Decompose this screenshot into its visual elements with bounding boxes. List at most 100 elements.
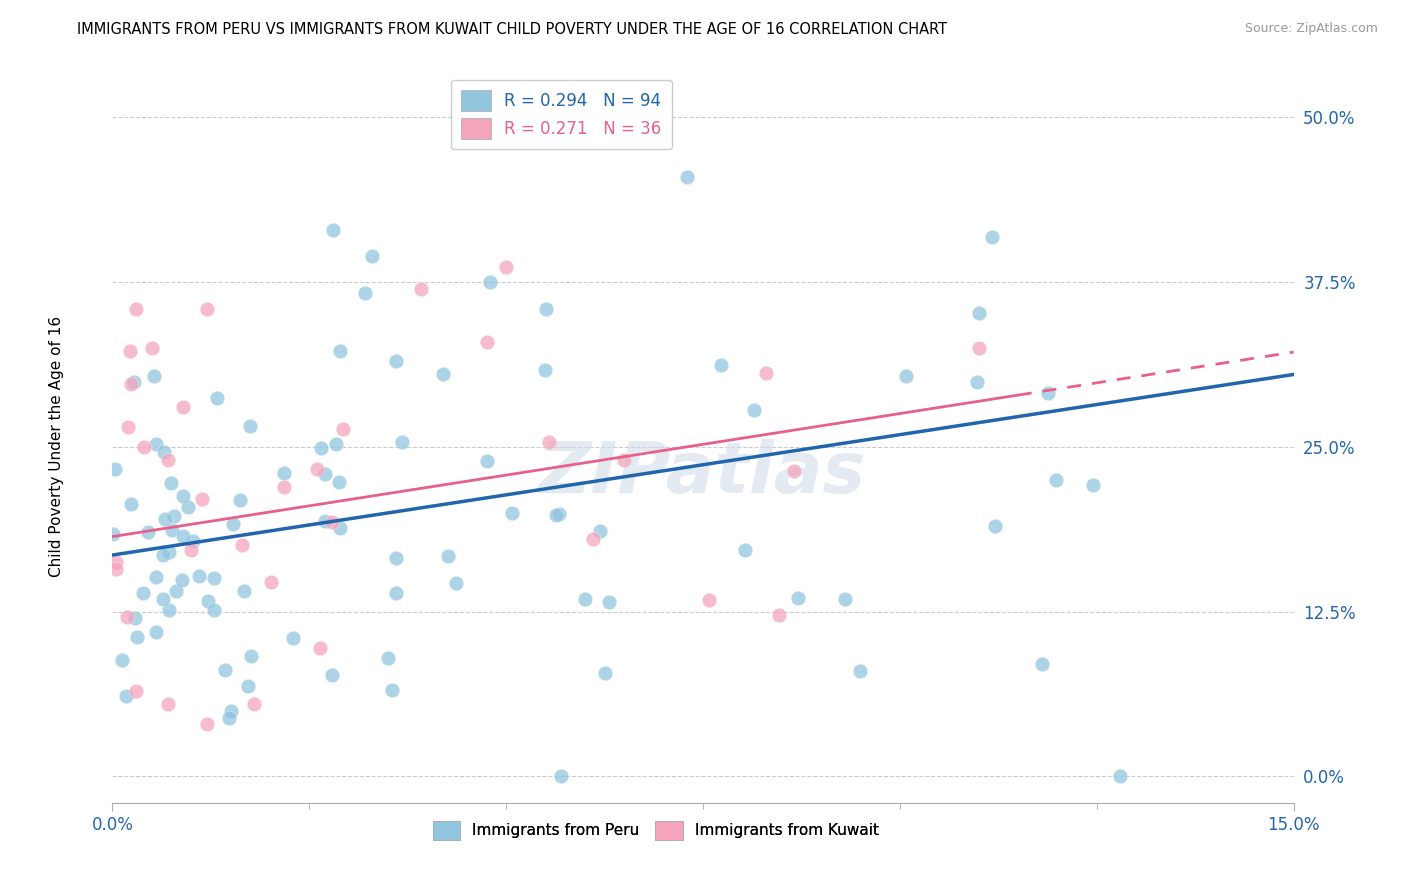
- Point: [181, 533, 204, 548]
- Point: [980, 229, 1002, 244]
- Point: [142, 369, 165, 384]
- Point: [321, 516, 343, 530]
- Point: [124, 611, 146, 625]
- Point: [104, 462, 127, 476]
- Point: [125, 301, 148, 316]
- Point: [544, 508, 567, 522]
- Point: [120, 497, 142, 511]
- Point: [381, 682, 404, 697]
- Point: [411, 281, 433, 295]
- Point: [219, 704, 242, 718]
- Point: [589, 524, 612, 539]
- Point: [475, 454, 498, 468]
- Point: [475, 335, 498, 350]
- Point: [152, 591, 174, 606]
- Point: [783, 464, 806, 478]
- Point: [188, 568, 211, 582]
- Point: [136, 524, 159, 539]
- Point: [322, 222, 344, 236]
- Point: [120, 377, 142, 392]
- Point: [104, 561, 127, 575]
- Point: [152, 548, 174, 562]
- Point: [547, 507, 569, 521]
- Point: [232, 584, 254, 599]
- Point: [574, 591, 596, 606]
- Point: [117, 420, 139, 434]
- Point: [755, 366, 778, 380]
- Point: [195, 716, 218, 731]
- Point: [1031, 657, 1053, 672]
- Point: [1036, 386, 1059, 401]
- Point: [384, 551, 406, 566]
- Text: Child Poverty Under the Age of 16: Child Poverty Under the Age of 16: [49, 316, 63, 576]
- Point: [145, 437, 167, 451]
- Point: [768, 608, 790, 623]
- Point: [221, 516, 243, 531]
- Point: [218, 711, 240, 725]
- Point: [308, 641, 330, 656]
- Point: [191, 492, 214, 507]
- Point: [132, 440, 155, 454]
- Point: [786, 591, 808, 606]
- Point: [145, 624, 167, 639]
- Point: [205, 391, 228, 405]
- Point: [598, 595, 620, 609]
- Text: Source: ZipAtlas.com: Source: ZipAtlas.com: [1244, 22, 1378, 36]
- Point: [105, 555, 128, 569]
- Point: [967, 305, 990, 319]
- Point: [273, 466, 295, 480]
- Point: [305, 461, 328, 475]
- Point: [281, 632, 304, 646]
- Point: [384, 586, 406, 600]
- Point: [153, 512, 176, 526]
- Point: [550, 769, 572, 783]
- Point: [195, 301, 218, 316]
- Point: [385, 354, 408, 368]
- Point: [377, 650, 399, 665]
- Point: [894, 369, 917, 384]
- Point: [311, 441, 333, 455]
- Point: [231, 538, 253, 552]
- Point: [479, 275, 502, 289]
- Point: [581, 532, 603, 546]
- Point: [239, 648, 262, 663]
- Point: [314, 514, 336, 528]
- Point: [314, 467, 336, 481]
- Point: [239, 419, 262, 434]
- Point: [501, 506, 523, 520]
- Point: [361, 249, 384, 263]
- Point: [132, 586, 155, 600]
- Point: [966, 376, 988, 390]
- Point: [202, 603, 225, 617]
- Point: [172, 573, 194, 587]
- Point: [329, 521, 352, 535]
- Point: [437, 549, 460, 564]
- Point: [165, 583, 187, 598]
- Point: [1109, 769, 1132, 783]
- Point: [593, 665, 616, 680]
- Point: [172, 528, 194, 542]
- Point: [197, 594, 219, 608]
- Point: [159, 603, 181, 617]
- Point: [1045, 473, 1067, 487]
- Point: [111, 653, 134, 667]
- Point: [101, 527, 124, 541]
- Point: [202, 571, 225, 585]
- Point: [534, 301, 557, 316]
- Point: [127, 630, 149, 644]
- Point: [156, 697, 179, 711]
- Point: [176, 500, 198, 514]
- Point: [163, 509, 186, 524]
- Point: [533, 362, 555, 376]
- Point: [742, 403, 765, 417]
- Point: [495, 260, 517, 274]
- Point: [115, 689, 138, 703]
- Point: [214, 663, 236, 677]
- Text: IMMIGRANTS FROM PERU VS IMMIGRANTS FROM KUWAIT CHILD POVERTY UNDER THE AGE OF 16: IMMIGRANTS FROM PERU VS IMMIGRANTS FROM …: [77, 22, 948, 37]
- Point: [236, 679, 259, 693]
- Point: [1081, 478, 1104, 492]
- Point: [710, 358, 733, 372]
- Point: [229, 492, 252, 507]
- Point: [834, 591, 856, 606]
- Point: [432, 368, 454, 382]
